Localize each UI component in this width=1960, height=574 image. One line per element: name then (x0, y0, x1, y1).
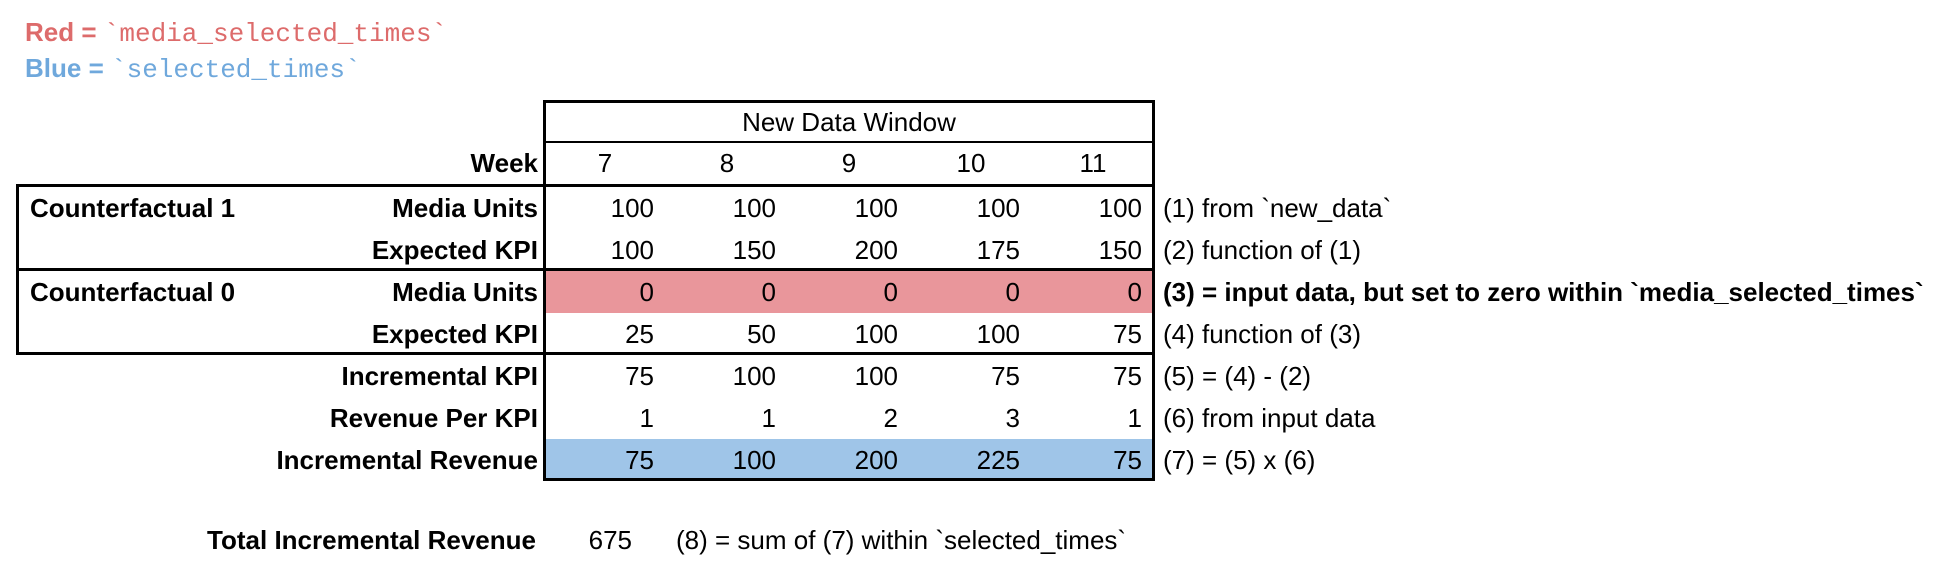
row-label: Expected KPI (371, 235, 538, 265)
legend-red-variable: `media_selected_times` (103, 19, 448, 49)
total-annotation: (8) = sum of (7) within `selected_times` (676, 525, 1127, 555)
cell: 100 (732, 445, 776, 475)
cell: 100 (854, 319, 898, 349)
week-row-divider (16, 184, 1155, 187)
table-left-border (543, 100, 546, 481)
cell: 200 (854, 235, 898, 265)
cell: 0 (883, 277, 898, 307)
table-row: Expected KPI 25 50 100 100 75 (4) functi… (0, 313, 1960, 355)
table-row: Incremental Revenue 75 100 200 225 75 (7… (0, 439, 1960, 481)
cell: 75 (1113, 319, 1142, 349)
cell: 1 (761, 403, 776, 433)
counterfactual-1-label: Counterfactual 1 (30, 193, 236, 223)
cell: 100 (1098, 193, 1142, 223)
cell: 75 (1113, 445, 1142, 475)
legend-blue-line: Blue = `selected_times` (25, 50, 361, 86)
cell: 75 (625, 361, 654, 391)
week-10-header: 10 (956, 148, 986, 178)
cell: 1 (639, 403, 654, 433)
cell: 0 (1127, 277, 1142, 307)
table-top-border (543, 100, 1155, 103)
counterfactual0-bottom-border (16, 352, 1155, 355)
legend-red-equals: = (74, 17, 104, 47)
cell: 100 (854, 193, 898, 223)
legend-red-label: Red (25, 17, 75, 47)
cell: 100 (976, 193, 1020, 223)
legend-blue-variable: `selected_times` (110, 55, 361, 85)
table-right-border (1152, 100, 1155, 481)
cell: 75 (1113, 361, 1142, 391)
counterfactual-boxes-divider (16, 268, 1155, 271)
row-label: Media Units (392, 277, 538, 307)
selected-times-highlight (545, 439, 1152, 481)
legend-red-line: Red = `media_selected_times` (25, 14, 447, 50)
cell: 2 (883, 403, 898, 433)
cell: 225 (976, 445, 1020, 475)
cell: 200 (854, 445, 898, 475)
cell: 100 (732, 361, 776, 391)
new-data-window-title: New Data Window (742, 107, 956, 137)
row-label: Incremental Revenue (276, 445, 538, 475)
cell: 100 (976, 319, 1020, 349)
table-row: Incremental KPI 75 100 100 75 75 (5) = (… (0, 355, 1960, 397)
cell: 0 (639, 277, 654, 307)
cell: 0 (761, 277, 776, 307)
cell: 175 (976, 235, 1020, 265)
cell: 100 (732, 193, 776, 223)
row-annotation: (2) function of (1) (1163, 235, 1361, 265)
cell: 100 (610, 235, 654, 265)
table-row: Revenue Per KPI 1 1 2 3 1 (6) from input… (0, 397, 1960, 439)
media-selected-times-highlight (545, 271, 1152, 313)
week-7-header: 7 (597, 148, 613, 178)
cell: 0 (1005, 277, 1020, 307)
total-value: 675 (588, 525, 632, 555)
table-row: Media Units 100 100 100 100 100 (1) from… (0, 187, 1960, 229)
cell: 25 (625, 319, 654, 349)
row-label: Media Units (392, 193, 538, 223)
row-label: Expected KPI (371, 319, 538, 349)
cell: 75 (625, 445, 654, 475)
counterfactual-boxes-left-border (16, 184, 19, 355)
total-row: Total Incremental Revenue 675 (8) = sum … (0, 519, 1960, 561)
row-annotation: (3) = input data, but set to zero within… (1163, 277, 1924, 307)
week-8-header: 8 (719, 148, 735, 178)
legend-blue-equals: = (81, 53, 111, 83)
row-annotation: (4) function of (3) (1163, 319, 1361, 349)
cell: 150 (732, 235, 776, 265)
row-label: Revenue Per KPI (329, 403, 538, 433)
row-label: Incremental KPI (341, 361, 538, 391)
row-annotation: (6) from input data (1163, 403, 1376, 433)
week-9-header: 9 (841, 148, 857, 178)
cell: 3 (1005, 403, 1020, 433)
cell: 100 (610, 193, 654, 223)
cell: 75 (991, 361, 1020, 391)
table-bottom-border (543, 478, 1155, 481)
legend-blue-label: Blue (25, 53, 82, 83)
cell: 150 (1098, 235, 1142, 265)
week-header-row: Week 7 8 9 10 11 (0, 143, 1960, 184)
table-row: Expected KPI 100 150 200 175 150 (2) fun… (0, 229, 1960, 271)
row-annotation: (7) = (5) x (6) (1163, 445, 1316, 475)
total-label: Total Incremental Revenue (207, 525, 536, 555)
cell: 1 (1127, 403, 1142, 433)
table-row: Media Units 0 0 0 0 0 (3) = input data, … (0, 271, 1960, 313)
row-annotation: (1) from `new_data` (1163, 193, 1392, 223)
week-11-header: 11 (1079, 148, 1107, 178)
header-divider (543, 141, 1155, 143)
row-annotation: (5) = (4) - (2) (1163, 361, 1312, 391)
cell: 100 (854, 361, 898, 391)
counterfactual-0-label: Counterfactual 0 (30, 277, 236, 307)
week-header-label: Week (470, 148, 538, 178)
cell: 50 (747, 319, 776, 349)
